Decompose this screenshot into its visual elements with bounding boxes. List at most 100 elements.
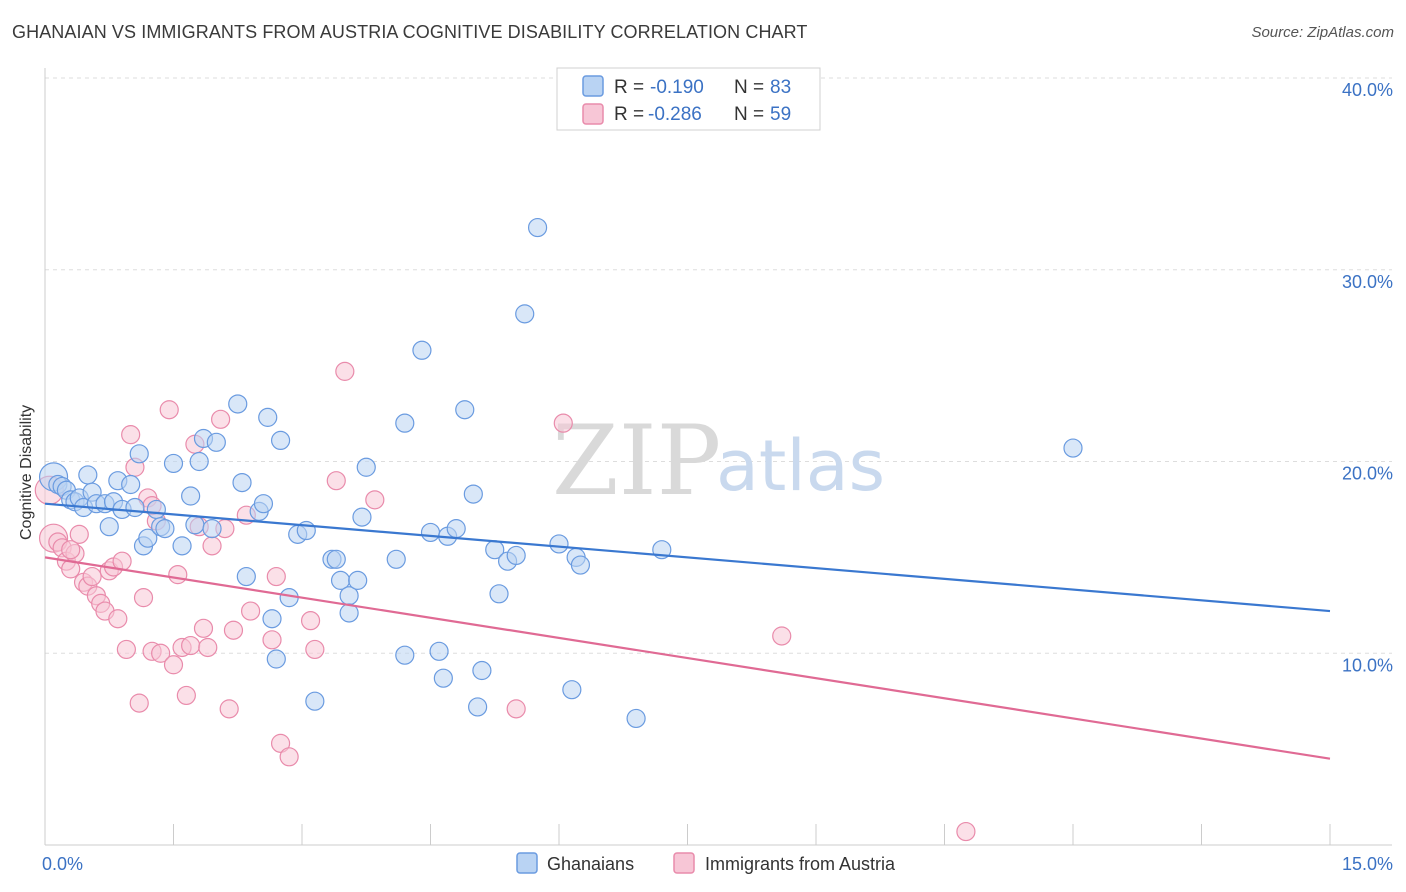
- austria-point: [266, 566, 286, 587]
- ghanaian-point: [326, 549, 346, 569]
- ghanaian-point: [562, 680, 582, 700]
- austria-point: [163, 655, 184, 675]
- ghanaian-point: [253, 494, 274, 514]
- austria-point: [181, 635, 201, 656]
- austria-point: [262, 630, 282, 650]
- chart-title: GHANAIAN VS IMMIGRANTS FROM AUSTRIA COGN…: [12, 22, 808, 42]
- austria-point: [202, 536, 222, 556]
- legend-n-label-2: N =: [734, 104, 764, 125]
- ghanaian-point: [99, 517, 119, 537]
- legend-n-value-2: 59: [770, 104, 791, 125]
- watermark-zip: ZIP: [552, 405, 721, 517]
- austria-point: [168, 565, 188, 585]
- x-tick-label: 0.0%: [42, 854, 83, 874]
- ghanaian-point: [155, 519, 175, 539]
- austria-point: [61, 540, 81, 560]
- legend-r-value-2: -0.286: [648, 104, 702, 125]
- y-tick-label: 40.0%: [1342, 80, 1393, 100]
- ghanaian-point: [172, 536, 192, 556]
- trend-line-ghanaians: [44, 502, 1331, 613]
- austria-point: [159, 400, 179, 420]
- austria-point: [300, 611, 321, 631]
- legend-r-label-1: R =: [614, 77, 644, 98]
- ghanaian-point: [258, 407, 278, 427]
- ghanaian-point: [189, 451, 209, 472]
- ghanaian-point: [446, 519, 466, 539]
- watermark: ZIP atlas: [552, 405, 885, 517]
- austria-point: [108, 609, 128, 629]
- ghanaian-point: [138, 528, 158, 548]
- austria-point: [121, 425, 141, 445]
- y-tick-label: 20.0%: [1342, 464, 1393, 484]
- ghanaian-point: [472, 660, 492, 681]
- austria-point: [211, 409, 231, 429]
- data-points: [34, 217, 1083, 842]
- ghanaian-point: [395, 645, 415, 665]
- chart-source: Source: ZipAtlas.com: [1251, 24, 1394, 41]
- austria-point: [151, 643, 171, 663]
- ghanaian-point: [570, 555, 591, 575]
- ghanaian-point: [146, 499, 166, 520]
- y-tick-label: 30.0%: [1342, 272, 1393, 292]
- trend-line-austria: [44, 556, 1331, 760]
- austria-point: [305, 639, 325, 660]
- austria-point: [270, 733, 291, 753]
- bottom-legend-swatch-ghanaians: [516, 852, 538, 874]
- ghanaian-point: [412, 340, 432, 360]
- ghanaian-point: [163, 453, 184, 474]
- ghanaian-point: [185, 515, 205, 535]
- austria-point: [133, 588, 154, 608]
- austria-point: [241, 601, 261, 621]
- austria-point: [219, 699, 239, 719]
- austria-point: [553, 413, 573, 433]
- ghanaian-point: [386, 549, 406, 569]
- axes: [44, 68, 1392, 846]
- ghanaian-point: [228, 394, 248, 414]
- ghanaian-point: [121, 474, 141, 495]
- austria-point: [506, 699, 526, 719]
- austria-point: [365, 490, 385, 510]
- bottom-legend-swatch-austria: [673, 852, 695, 874]
- watermark-atlas: atlas: [716, 425, 885, 507]
- bottom-legend: Ghanaians Immigrants from Austria: [516, 852, 896, 874]
- ghanaian-point: [455, 400, 475, 420]
- legend-n-value-1: 83: [770, 77, 791, 98]
- ghanaian-point: [352, 507, 372, 527]
- ghanaian-point: [527, 217, 548, 238]
- austria-point: [193, 618, 214, 638]
- legend-r-label-2: R =: [614, 104, 644, 125]
- ghanaian-point: [356, 457, 376, 477]
- legend-r-value-1: -0.190: [650, 77, 704, 98]
- ghanaian-point: [202, 519, 222, 539]
- legend-n-label-1: N =: [734, 77, 764, 98]
- ghanaian-point: [129, 444, 149, 464]
- bottom-legend-label-ghanaians: Ghanaians: [547, 854, 634, 874]
- ghanaian-point: [429, 641, 449, 661]
- ghanaian-point: [270, 430, 291, 451]
- austria-point: [335, 361, 355, 381]
- austria-point: [129, 693, 149, 713]
- ghanaian-point: [125, 497, 145, 518]
- trend-lines: [44, 502, 1331, 760]
- legend: R = -0.190 N = 83 R = -0.286 N = 59: [556, 67, 821, 131]
- austria-point: [772, 626, 792, 646]
- ghanaian-point: [515, 304, 535, 324]
- ghanaian-point: [236, 566, 256, 587]
- x-tick-label: 15.0%: [1342, 854, 1393, 874]
- austria-point: [198, 637, 218, 658]
- ghanaian-point: [305, 691, 325, 711]
- austria-point: [82, 566, 102, 587]
- austria-point: [69, 524, 89, 544]
- ghanaian-point: [433, 668, 453, 688]
- ghanaian-point: [420, 522, 441, 543]
- tick-labels: 10.0% 20.0% 30.0% 40.0% 0.0% 15.0%: [42, 80, 1393, 874]
- austria-point: [279, 747, 299, 767]
- ghanaian-point: [1063, 438, 1083, 458]
- legend-swatch-ghanaians: [582, 75, 604, 97]
- austria-point: [326, 471, 346, 491]
- ghanaian-point: [395, 413, 415, 433]
- ghanaian-point: [232, 472, 252, 493]
- ghanaian-point: [468, 697, 488, 717]
- ghanaian-point: [78, 465, 98, 485]
- ghanaian-point: [549, 534, 569, 554]
